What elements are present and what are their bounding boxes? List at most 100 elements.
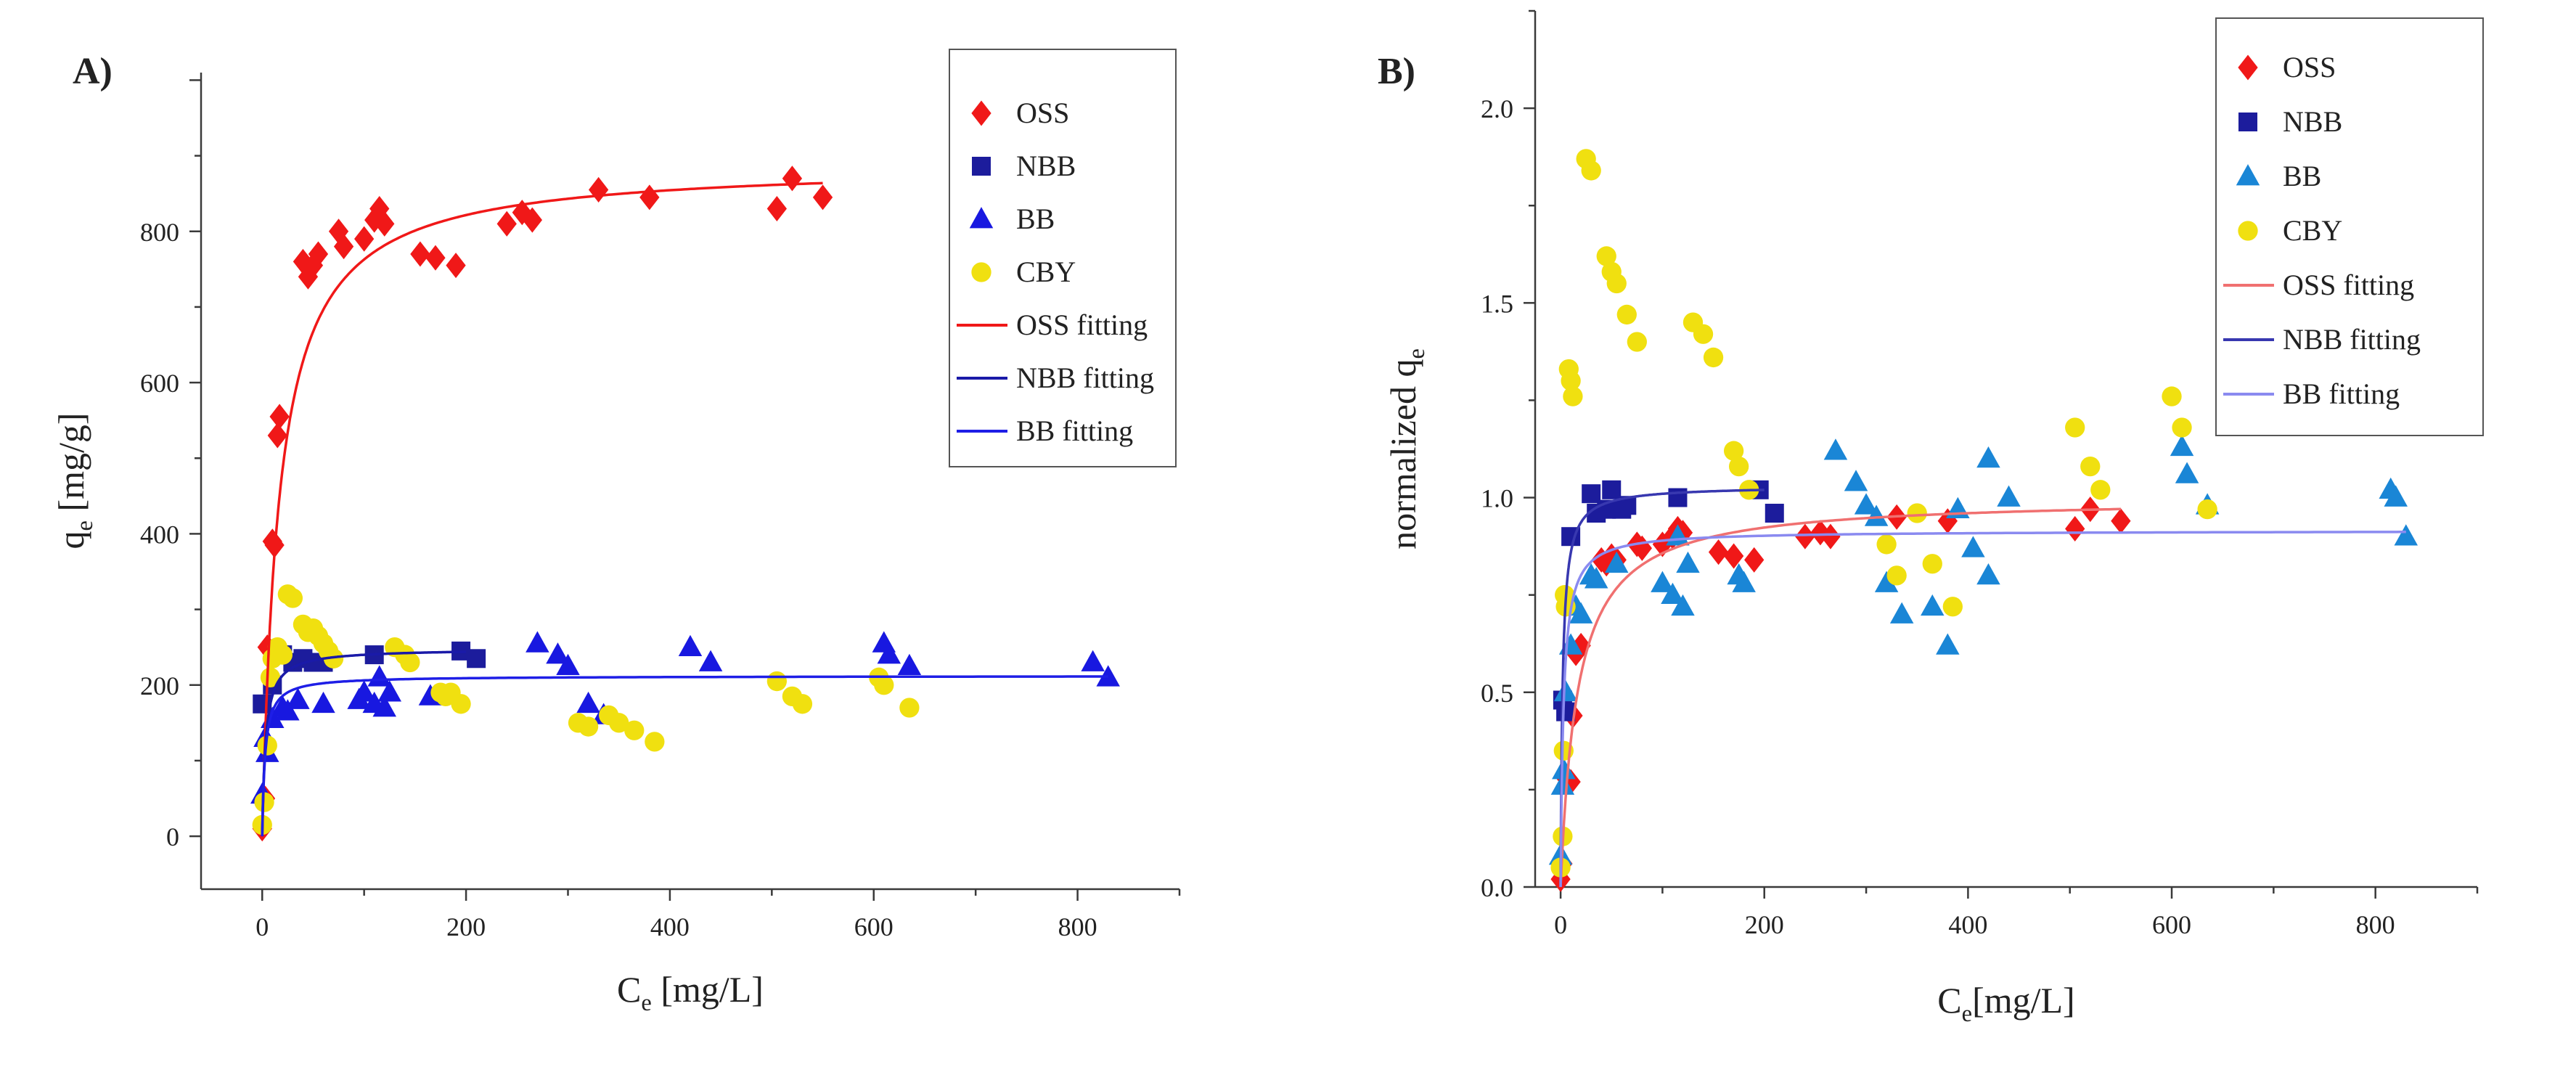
data-point: [2111, 508, 2131, 534]
data-point: [899, 698, 920, 718]
legend-label: NBB fitting: [1016, 361, 1154, 394]
data-point: [1864, 504, 1889, 526]
data-point: [328, 218, 349, 245]
x-tick-label: 200: [446, 912, 486, 941]
legend-marker: [971, 100, 991, 126]
legend-label: BB: [1016, 203, 1055, 235]
legend-box: [2215, 17, 2484, 436]
y-tick-label: 1.5: [1481, 289, 1513, 318]
legend-label: BB fitting: [1016, 414, 1133, 447]
data-point: [1921, 594, 1945, 616]
legend-marker: [2238, 113, 2257, 131]
y-axis-title-main: normalized q: [1383, 359, 1423, 549]
data-point: [2065, 417, 2085, 438]
data-point: [2172, 417, 2192, 438]
data-point: [1723, 441, 1744, 461]
data-point: [2090, 480, 2111, 500]
y-axis-title-unit: [mg/g]: [51, 412, 91, 520]
y-tick-label: 200: [140, 671, 179, 700]
data-point: [1556, 702, 1576, 721]
data-point: [2394, 524, 2418, 546]
data-point: [1561, 370, 1581, 391]
data-point: [1661, 582, 1685, 605]
data-point: [1552, 758, 1576, 780]
data-point: [1823, 438, 1848, 460]
y-axis-title: qe [mg/g]: [51, 412, 98, 549]
data-point: [1876, 534, 1897, 555]
data-point: [276, 699, 300, 721]
y-axis-title-sub: e: [72, 520, 98, 531]
y-tick-label: 0.5: [1481, 679, 1513, 708]
data-point: [1581, 160, 1601, 181]
data-point: [1795, 523, 1815, 549]
x-tick-label: 200: [1745, 910, 1784, 939]
x-tick-label: 600: [854, 912, 894, 941]
legend-box: [949, 49, 1177, 467]
legend-label: CBY: [1016, 255, 1076, 288]
series-oss: [252, 165, 833, 842]
y-tick-label: 1.0: [1481, 484, 1513, 513]
y-axis-title-main: q: [51, 531, 91, 549]
data-point: [2197, 499, 2217, 520]
fit-line-bb: [1559, 531, 2406, 887]
data-point: [792, 694, 813, 714]
data-point: [1874, 571, 1899, 592]
data-point: [410, 241, 430, 267]
data-point: [1693, 324, 1714, 344]
panel-label: A): [73, 51, 113, 92]
legend-marker: [972, 157, 991, 176]
data-point: [1728, 456, 1749, 477]
data-point: [269, 404, 290, 430]
legend-label: NBB fitting: [2283, 323, 2421, 356]
data-point: [1605, 551, 1629, 573]
data-point: [354, 226, 375, 252]
panel-b: B)0 200 400 600 8000.00.51.01.52.0Ce[mg/L]no…: [1378, 9, 2484, 1027]
data-point: [1976, 563, 2000, 585]
data-point: [1676, 551, 1700, 573]
data-point: [286, 687, 310, 709]
data-point: [377, 680, 402, 702]
data-point: [1810, 520, 1831, 546]
legend-marker: [2238, 221, 2258, 241]
data-point: [1997, 485, 2021, 507]
data-point: [1844, 470, 1868, 491]
data-point: [1553, 679, 1578, 702]
data-point: [526, 631, 549, 653]
x-tick-label: 400: [650, 912, 690, 941]
legend-label: BB fitting: [2283, 377, 2400, 410]
legend-label: NBB: [2283, 105, 2342, 138]
data-point: [1672, 520, 1693, 546]
data-point: [766, 195, 788, 222]
data-point: [1922, 554, 1942, 574]
x-axis-title-unit: [mg/L]: [652, 969, 764, 1010]
panel-a: A) 0 200 400 600 800 0 200 400 600 800 Ce [mg/L] qe …: [51, 49, 1181, 1016]
fit-line-nbb: [261, 650, 467, 837]
data-point: [1569, 602, 1593, 624]
data-point: [2065, 515, 2085, 542]
panel-label: B): [1378, 51, 1415, 92]
data-point: [1596, 246, 1616, 266]
y-axis-title-sub: e: [1404, 348, 1430, 359]
fit-line-oss: [261, 181, 823, 837]
legend: OSS NBB BB CBY OSS fitting NBB fitting BB fitt…: [949, 49, 1177, 467]
data-point: [1886, 565, 1907, 586]
data-point: [1744, 547, 1765, 573]
data-point: [522, 207, 543, 233]
legend-label: OSS: [1016, 97, 1069, 129]
legend-marker: [2236, 164, 2260, 186]
data-point: [639, 184, 660, 210]
x-tick-label: 0: [255, 912, 269, 941]
data-point: [874, 675, 894, 695]
x-axis-title-sub: e: [1962, 1001, 1972, 1027]
data-point: [897, 653, 922, 676]
data-point: [1708, 539, 1729, 565]
legend-marker: [969, 207, 994, 229]
x-tick-label: 800: [1058, 912, 1097, 941]
data-point: [1563, 386, 1583, 406]
data-point: [1961, 536, 1985, 557]
fit-line-oss: [1559, 507, 2121, 887]
legend-marker: [2238, 54, 2258, 81]
x-tick-label: 600: [2152, 910, 2191, 939]
